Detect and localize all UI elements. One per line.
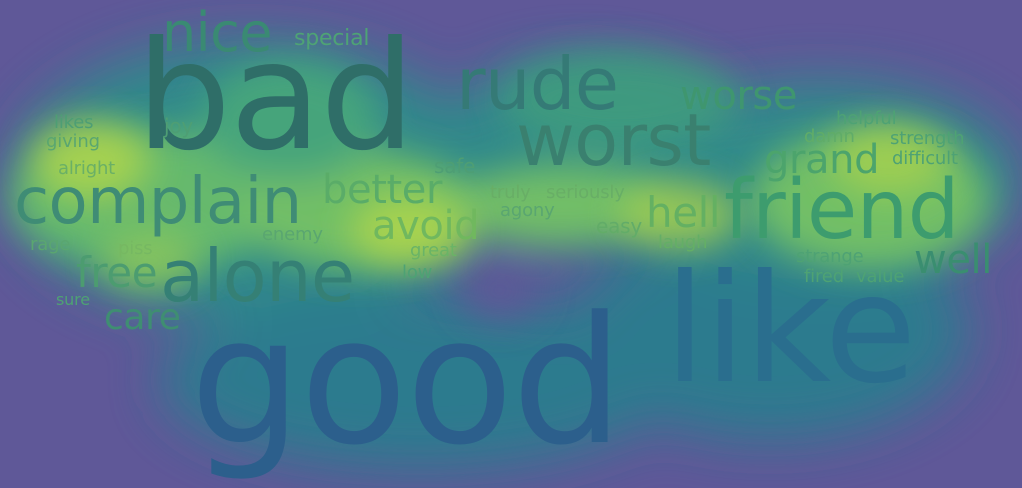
word-friend: friend — [724, 163, 960, 258]
word-worst: worst — [516, 98, 711, 182]
word-damn: damn — [804, 126, 855, 147]
word-enemy: enemy — [262, 224, 323, 245]
word-laugh: laugh — [658, 232, 708, 253]
word-difficult: difficult — [892, 148, 958, 169]
word-nice: nice — [162, 1, 273, 64]
word-agony: agony — [500, 200, 555, 221]
word-free: free — [76, 248, 158, 297]
word-strange: strange — [796, 246, 864, 267]
word-helpful: helpful — [836, 108, 897, 129]
word-easy: easy — [596, 214, 643, 238]
word-alright: alright — [58, 158, 116, 179]
word-alone: alone — [160, 234, 355, 318]
word-grand: grand — [764, 137, 880, 183]
word-low: low — [402, 262, 433, 283]
word-like: like — [664, 243, 917, 417]
word-good: good — [190, 279, 624, 484]
word-great: great — [410, 240, 457, 261]
word-safe: safe — [434, 154, 476, 178]
word-hell: hell — [646, 188, 721, 237]
word-piss: piss — [118, 238, 153, 259]
word-giving: giving — [46, 131, 100, 152]
word-special: special — [294, 26, 370, 51]
word-value: value — [856, 266, 905, 287]
word-likes: likes — [54, 112, 94, 133]
word-better: better — [322, 167, 443, 213]
word-bad: bad — [136, 10, 415, 184]
word-rude: rude — [456, 42, 619, 126]
word-care: care — [104, 297, 181, 338]
word-truly: truly — [490, 182, 531, 203]
word-sure: sure — [56, 290, 90, 309]
word-seriously: seriously — [546, 182, 625, 203]
word-rage: rage — [30, 234, 71, 255]
word-well: well — [914, 237, 992, 283]
word-worse: worse — [680, 73, 798, 119]
word-complain: complain — [14, 165, 302, 239]
word-avoid: avoid — [372, 203, 480, 249]
word-strength: strength — [890, 128, 965, 149]
word-joy: joy — [164, 114, 194, 138]
word-fired: fired — [804, 266, 844, 287]
